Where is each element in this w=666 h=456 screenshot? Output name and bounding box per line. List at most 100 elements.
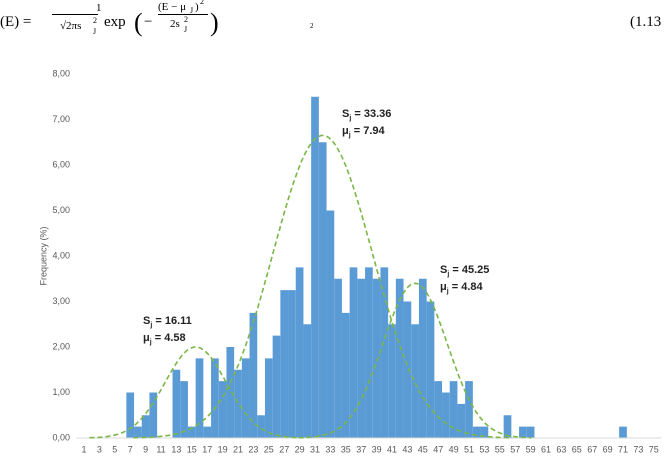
bar — [341, 312, 350, 438]
bar — [403, 301, 412, 438]
x-tick-label: 17 — [202, 444, 212, 454]
x-tick-label: 11 — [156, 444, 165, 454]
x-tick-label: 71 — [618, 444, 628, 454]
bar — [149, 392, 158, 438]
bar — [349, 267, 358, 438]
x-tick-label: 61 — [541, 444, 551, 454]
formula-stray: 2 — [310, 22, 314, 30]
y-tick-label: 6,00 — [52, 159, 70, 169]
x-tick-label: 31 — [310, 444, 320, 454]
x-tick-label: 59 — [526, 444, 536, 454]
bar — [619, 426, 627, 438]
bar — [457, 403, 466, 438]
bar — [365, 267, 373, 438]
annotation-part: j — [149, 339, 152, 346]
formula-inner-den-sub: J — [184, 25, 188, 34]
bar — [172, 369, 181, 438]
x-tick-label: 13 — [171, 444, 181, 454]
x-tick-label: 47 — [433, 444, 443, 454]
bar — [195, 358, 204, 438]
annotation-part: S — [143, 315, 150, 327]
annotation-part: = 45.25 — [449, 264, 489, 276]
bar — [411, 324, 419, 438]
bar — [434, 381, 443, 438]
x-tick-label: 23 — [248, 444, 258, 454]
annotation: Sj = 33.36 — [342, 108, 391, 122]
x-tick-label: 45 — [418, 444, 428, 454]
annotation: Sj = 45.25 — [440, 264, 489, 278]
x-tick-label: 75 — [649, 444, 659, 454]
annotation-part: j — [149, 322, 152, 329]
frac-bar — [158, 14, 208, 15]
y-tick-label: 8,00 — [52, 68, 70, 78]
x-tick-label: 15 — [187, 444, 197, 454]
bar — [442, 392, 450, 438]
equation-number: (1.13 — [630, 14, 662, 30]
y-tick-label: 7,00 — [52, 114, 70, 124]
formula: (E) = 1 √2πs 2 J exp ( − (E − μ J ) 2 2s… — [0, 0, 666, 46]
x-tick-label: 49 — [449, 444, 459, 454]
formula-den-sup: 2 — [93, 16, 97, 25]
y-axis-label: Frequency (%) — [38, 226, 48, 285]
annotation-part: = 33.36 — [351, 108, 391, 120]
annotation-part: = 7.94 — [351, 125, 386, 137]
bar — [272, 335, 281, 438]
bar — [226, 347, 235, 438]
gaussian-fit — [89, 346, 302, 439]
bar — [280, 290, 289, 438]
bar — [465, 381, 473, 438]
bar — [380, 267, 389, 438]
x-tick-label: 27 — [279, 444, 289, 454]
bar — [480, 426, 489, 438]
annotation-part: S — [440, 264, 447, 276]
bar — [295, 267, 304, 438]
annotation-part: j — [446, 288, 449, 295]
bar — [395, 278, 404, 438]
annotation: μj = 4.58 — [143, 332, 186, 346]
bar — [318, 142, 327, 438]
bar — [372, 278, 381, 438]
x-tick-label: 1 — [81, 444, 86, 454]
formula-inner-den-sup: 2 — [184, 15, 188, 24]
bar — [126, 392, 135, 438]
formula-inner-sup: 2 — [200, 0, 204, 6]
bar — [264, 358, 273, 438]
x-tick-label: 9 — [143, 444, 148, 454]
x-tick-label: 29 — [295, 444, 305, 454]
bar — [472, 426, 481, 438]
y-tick-label: 0,00 — [52, 432, 70, 442]
annotation-part: μ — [440, 281, 447, 293]
formula-den-sub: J — [93, 27, 97, 36]
formula-inner-num: (E − μ — [158, 1, 186, 13]
formula-num: 1 — [96, 2, 102, 14]
bar — [257, 415, 265, 438]
x-tick-label: 63 — [556, 444, 566, 454]
formula-inner-sub: J — [190, 6, 194, 15]
annotation: μj = 7.94 — [342, 125, 386, 139]
x-tick-label: 65 — [572, 444, 582, 454]
bar — [249, 312, 258, 438]
annotation-part: S — [342, 108, 349, 120]
x-tick-label: 67 — [587, 444, 597, 454]
bar — [526, 426, 535, 438]
y-tick-label: 5,00 — [52, 205, 70, 215]
annotation-part: μ — [342, 125, 349, 137]
bar — [134, 426, 142, 438]
paren: ( — [134, 8, 143, 37]
x-tick-label: 25 — [264, 444, 274, 454]
x-tick-label: 53 — [479, 444, 489, 454]
bar — [180, 381, 188, 438]
bar — [141, 415, 150, 438]
annotation-part: μ — [143, 332, 150, 344]
annotation-part: = 16.11 — [152, 315, 191, 327]
annotation-part: = 4.84 — [449, 281, 484, 293]
bar — [418, 278, 427, 438]
annotation-part: = 4.58 — [152, 332, 186, 344]
gaussian-fit — [298, 282, 532, 439]
bar — [218, 381, 227, 438]
bar — [303, 324, 312, 438]
x-tick-label: 21 — [233, 444, 243, 454]
bar — [203, 426, 212, 438]
